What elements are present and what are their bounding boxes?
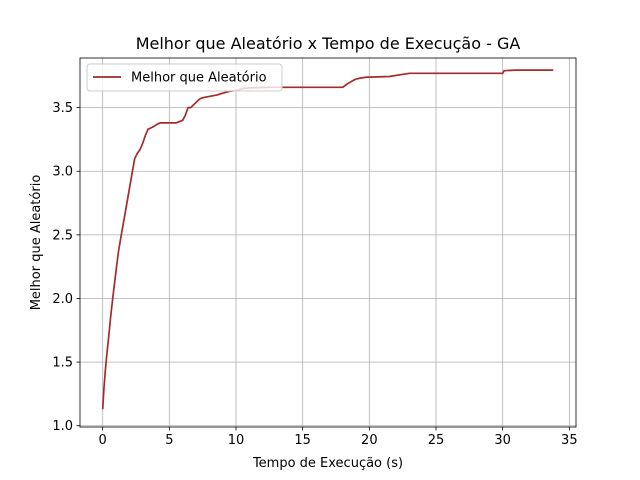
x-tick-label: 0 — [99, 433, 107, 448]
y-tick-label: 1.5 — [52, 356, 73, 371]
data-layer — [101, 69, 554, 410]
legend: Melhor que Aleatório — [86, 63, 283, 92]
y-tick-label: 1.0 — [52, 419, 73, 434]
axes-frame — [79, 57, 577, 428]
x-tick-label: 5 — [165, 433, 173, 448]
tick-layer: 0 5 10 15 20 25 30 35 1.0 1.5 2.0 2.5 3.0 3.5 — [52, 101, 577, 448]
grid-layer — [80, 58, 576, 427]
x-tick-label: 35 — [561, 433, 578, 448]
x-tick-label: 25 — [428, 433, 445, 448]
legend-label: Melhor que Aleatório — [131, 71, 267, 86]
series-line — [101, 69, 554, 410]
chart-title: Melhor que Aleatório x Tempo de Execução… — [136, 34, 521, 53]
x-axis-label: Tempo de Execução (s) — [252, 456, 403, 471]
x-tick-label: 20 — [361, 433, 378, 448]
y-tick-label: 3.5 — [52, 101, 73, 116]
y-tick-label: 2.0 — [52, 292, 73, 307]
x-tick-label: 15 — [294, 433, 311, 448]
legend-box — [86, 63, 283, 92]
x-tick-label: 30 — [494, 433, 511, 448]
y-tick-label: 2.5 — [52, 228, 73, 243]
y-tick-label: 3.0 — [52, 165, 73, 180]
y-axis-label: Melhor que Aleatório — [29, 175, 44, 311]
x-tick-label: 10 — [228, 433, 245, 448]
